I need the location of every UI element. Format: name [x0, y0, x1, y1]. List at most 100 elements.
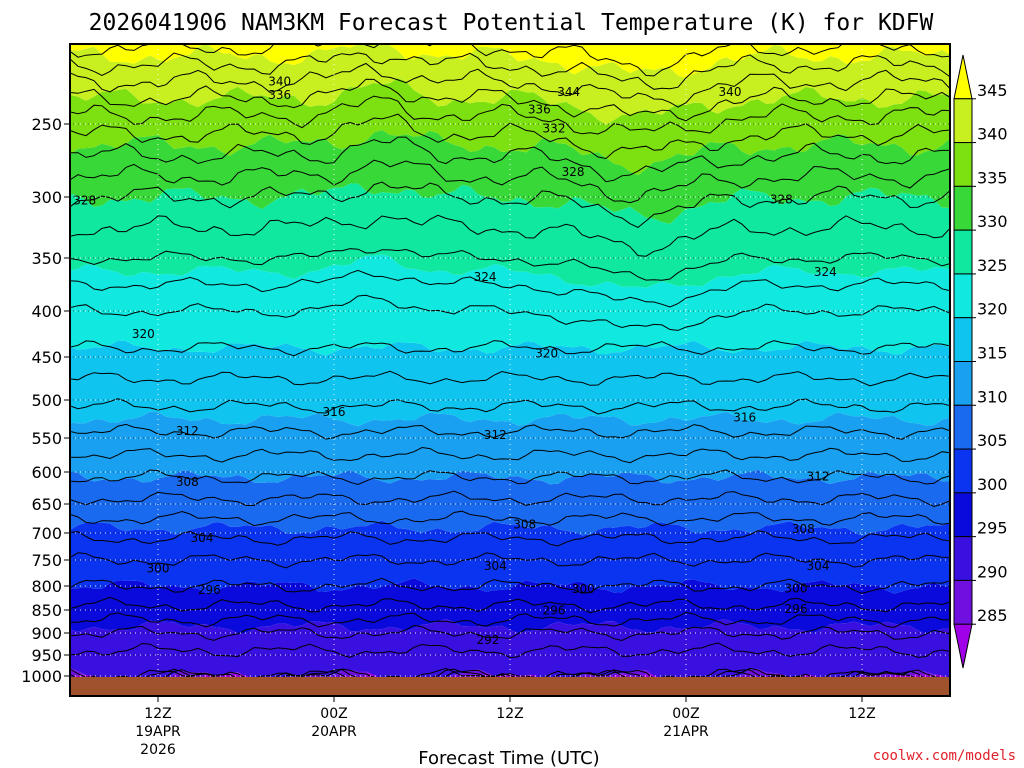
contour-label-312: 312: [176, 424, 199, 438]
isentrope-306: [70, 510, 950, 527]
band-335-340: [70, 78, 950, 176]
contour-label-328: 328: [770, 192, 793, 206]
y-tick-label: 700: [31, 524, 62, 543]
x-tick-label: 20APR: [311, 724, 357, 740]
contour-label-324: 324: [814, 265, 837, 279]
contour-label-320: 320: [535, 346, 558, 360]
isentrope-336: [70, 113, 950, 160]
isentrope-318: [70, 370, 950, 387]
contour-lines: [70, 44, 950, 685]
grid: [70, 44, 950, 696]
contour-label-308: 308: [792, 522, 815, 536]
ground-bar: [70, 677, 950, 695]
colorbar-label: 345: [977, 81, 1008, 100]
y-tick-label: 650: [31, 495, 62, 514]
x-tick-label: 00Z: [672, 706, 699, 722]
band-290-295: [70, 618, 950, 684]
isentrope-320: [70, 340, 950, 357]
isentrope-346: [70, 44, 950, 77]
band-325-330: [70, 183, 950, 288]
contour-label-328: 328: [73, 194, 96, 208]
contour-label-296: 296: [543, 603, 566, 617]
y-tick-label: 500: [31, 391, 62, 410]
band-320-325: [70, 254, 950, 356]
band-345-above: [70, 44, 950, 79]
isentrope-298: [70, 596, 950, 614]
colorbar-label: 295: [977, 519, 1008, 538]
contour-label-316: 316: [733, 410, 756, 424]
isentrope-340: [70, 78, 950, 122]
band-305-310: [70, 469, 950, 536]
colorbar-swatch: [953, 98, 973, 144]
isentrope-300: [70, 577, 950, 594]
colorbar-swatch: [953, 142, 973, 187]
colorbar-cap-top: [953, 54, 973, 100]
band-315-320: [70, 340, 950, 427]
colorbar-label: 305: [977, 431, 1008, 450]
colorbar: 345 340 335 330 325 320 315 310 305 300 295 290 285: [953, 54, 1008, 669]
contour-label-344: 344: [557, 85, 580, 99]
y-tick-label: 350: [31, 249, 62, 268]
contour-label-300: 300: [572, 582, 595, 596]
contour-label-292: 292: [477, 633, 500, 647]
contour-label-296: 296: [198, 583, 221, 597]
isentrope-294: [70, 624, 950, 642]
isentrope-330: [70, 181, 950, 228]
chart-title: 2026041906 NAM3KM Forecast Potential Tem…: [89, 10, 934, 36]
isentrope-308: [70, 490, 950, 508]
isentrope-332: [70, 159, 950, 204]
colorbar-swatch: [953, 273, 973, 319]
isentrope-342: [70, 62, 950, 108]
y-tick-label: 850: [31, 601, 62, 620]
y-tick-label: 950: [31, 646, 62, 665]
colorbar-swatch: [953, 229, 973, 275]
x-tick-label: 2026: [140, 742, 176, 758]
x-tick-label: 21APR: [663, 724, 709, 740]
y-tick-label: 900: [31, 624, 62, 643]
isentrope-324: [70, 269, 950, 308]
contour-label-320: 320: [132, 327, 155, 341]
contour-label-308: 308: [176, 475, 199, 489]
contour-label-308: 308: [513, 517, 536, 531]
y-tick-label: 300: [31, 188, 62, 207]
colorbar-label: 285: [977, 606, 1008, 625]
contour-label-304: 304: [484, 559, 507, 573]
contour-label-296: 296: [785, 602, 808, 616]
y-tick-label: 450: [31, 348, 62, 367]
isentrope-322: [70, 294, 950, 331]
colorbar-swatch: [953, 492, 973, 538]
colorbar-label: 310: [977, 387, 1008, 406]
x-tick-label: 12Z: [848, 706, 875, 722]
contour-label-328: 328: [562, 165, 585, 179]
contour-label-332: 332: [543, 121, 566, 135]
y-tick-label: 800: [31, 577, 62, 596]
contour-label-336: 336: [528, 102, 551, 116]
colorbar-label: 340: [977, 125, 1008, 144]
colorbar-label: 290: [977, 562, 1008, 581]
contour-label-312: 312: [807, 469, 830, 483]
x-tick-label: 12Z: [144, 706, 171, 722]
x-tick-label: 19APR: [135, 724, 181, 740]
y-tick-label: 550: [31, 429, 62, 448]
contour-label-340: 340: [719, 85, 742, 99]
colorbar-label: 320: [977, 300, 1008, 319]
y-tick-label: 250: [31, 115, 62, 134]
contour-label-304: 304: [191, 531, 214, 545]
isentrope-316: [70, 398, 950, 415]
band-310-315: [70, 411, 950, 485]
isentrope-292: [70, 642, 950, 659]
isentrope-334: [70, 136, 950, 183]
x-axis-label: Forecast Time (UTC): [418, 748, 599, 768]
credit-link[interactable]: coolwx.com/models: [873, 748, 1016, 764]
contour-label-300: 300: [785, 581, 808, 595]
colorbar-swatch: [953, 185, 973, 231]
colorbar-swatch: [953, 536, 973, 581]
contour-label-304: 304: [807, 559, 830, 573]
contour-label-312: 312: [484, 428, 507, 442]
y-tick-label: 600: [31, 463, 62, 482]
colorbar-label: 300: [977, 475, 1008, 494]
colorbar-cap-bottom: [953, 623, 973, 669]
contour-label-340: 340: [268, 75, 291, 89]
colorbar-swatch: [953, 404, 973, 450]
